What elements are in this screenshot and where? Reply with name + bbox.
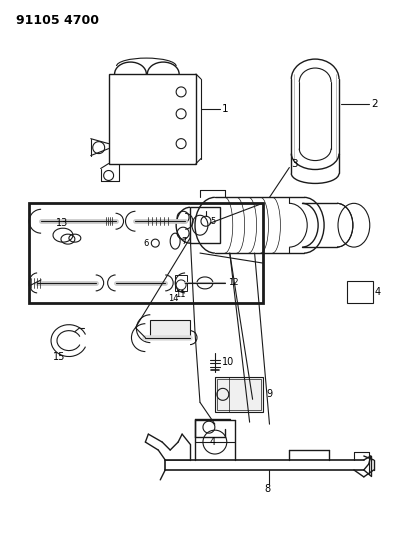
Text: 5: 5 <box>210 217 215 226</box>
Text: 15: 15 <box>53 352 65 361</box>
Bar <box>215 377 262 412</box>
Bar <box>151 320 190 337</box>
Text: 14: 14 <box>168 294 179 303</box>
Text: 1: 1 <box>222 104 229 114</box>
Bar <box>190 207 220 243</box>
Text: 3: 3 <box>291 158 298 168</box>
Text: 2: 2 <box>371 99 377 109</box>
Text: 13: 13 <box>56 218 68 228</box>
Text: 10: 10 <box>222 358 234 367</box>
Bar <box>175 275 187 291</box>
Bar <box>347 281 373 303</box>
Text: 4: 4 <box>210 437 216 447</box>
Text: 9: 9 <box>266 389 273 399</box>
Text: 12: 12 <box>228 278 238 287</box>
Bar <box>29 203 262 303</box>
Text: 4: 4 <box>375 287 381 297</box>
Bar <box>109 74 196 164</box>
Text: 7: 7 <box>181 237 186 246</box>
Text: 11: 11 <box>175 290 186 300</box>
Text: 8: 8 <box>264 484 271 494</box>
Text: 6: 6 <box>143 239 149 248</box>
Bar <box>217 379 260 410</box>
Text: 91105 4700: 91105 4700 <box>16 14 99 27</box>
